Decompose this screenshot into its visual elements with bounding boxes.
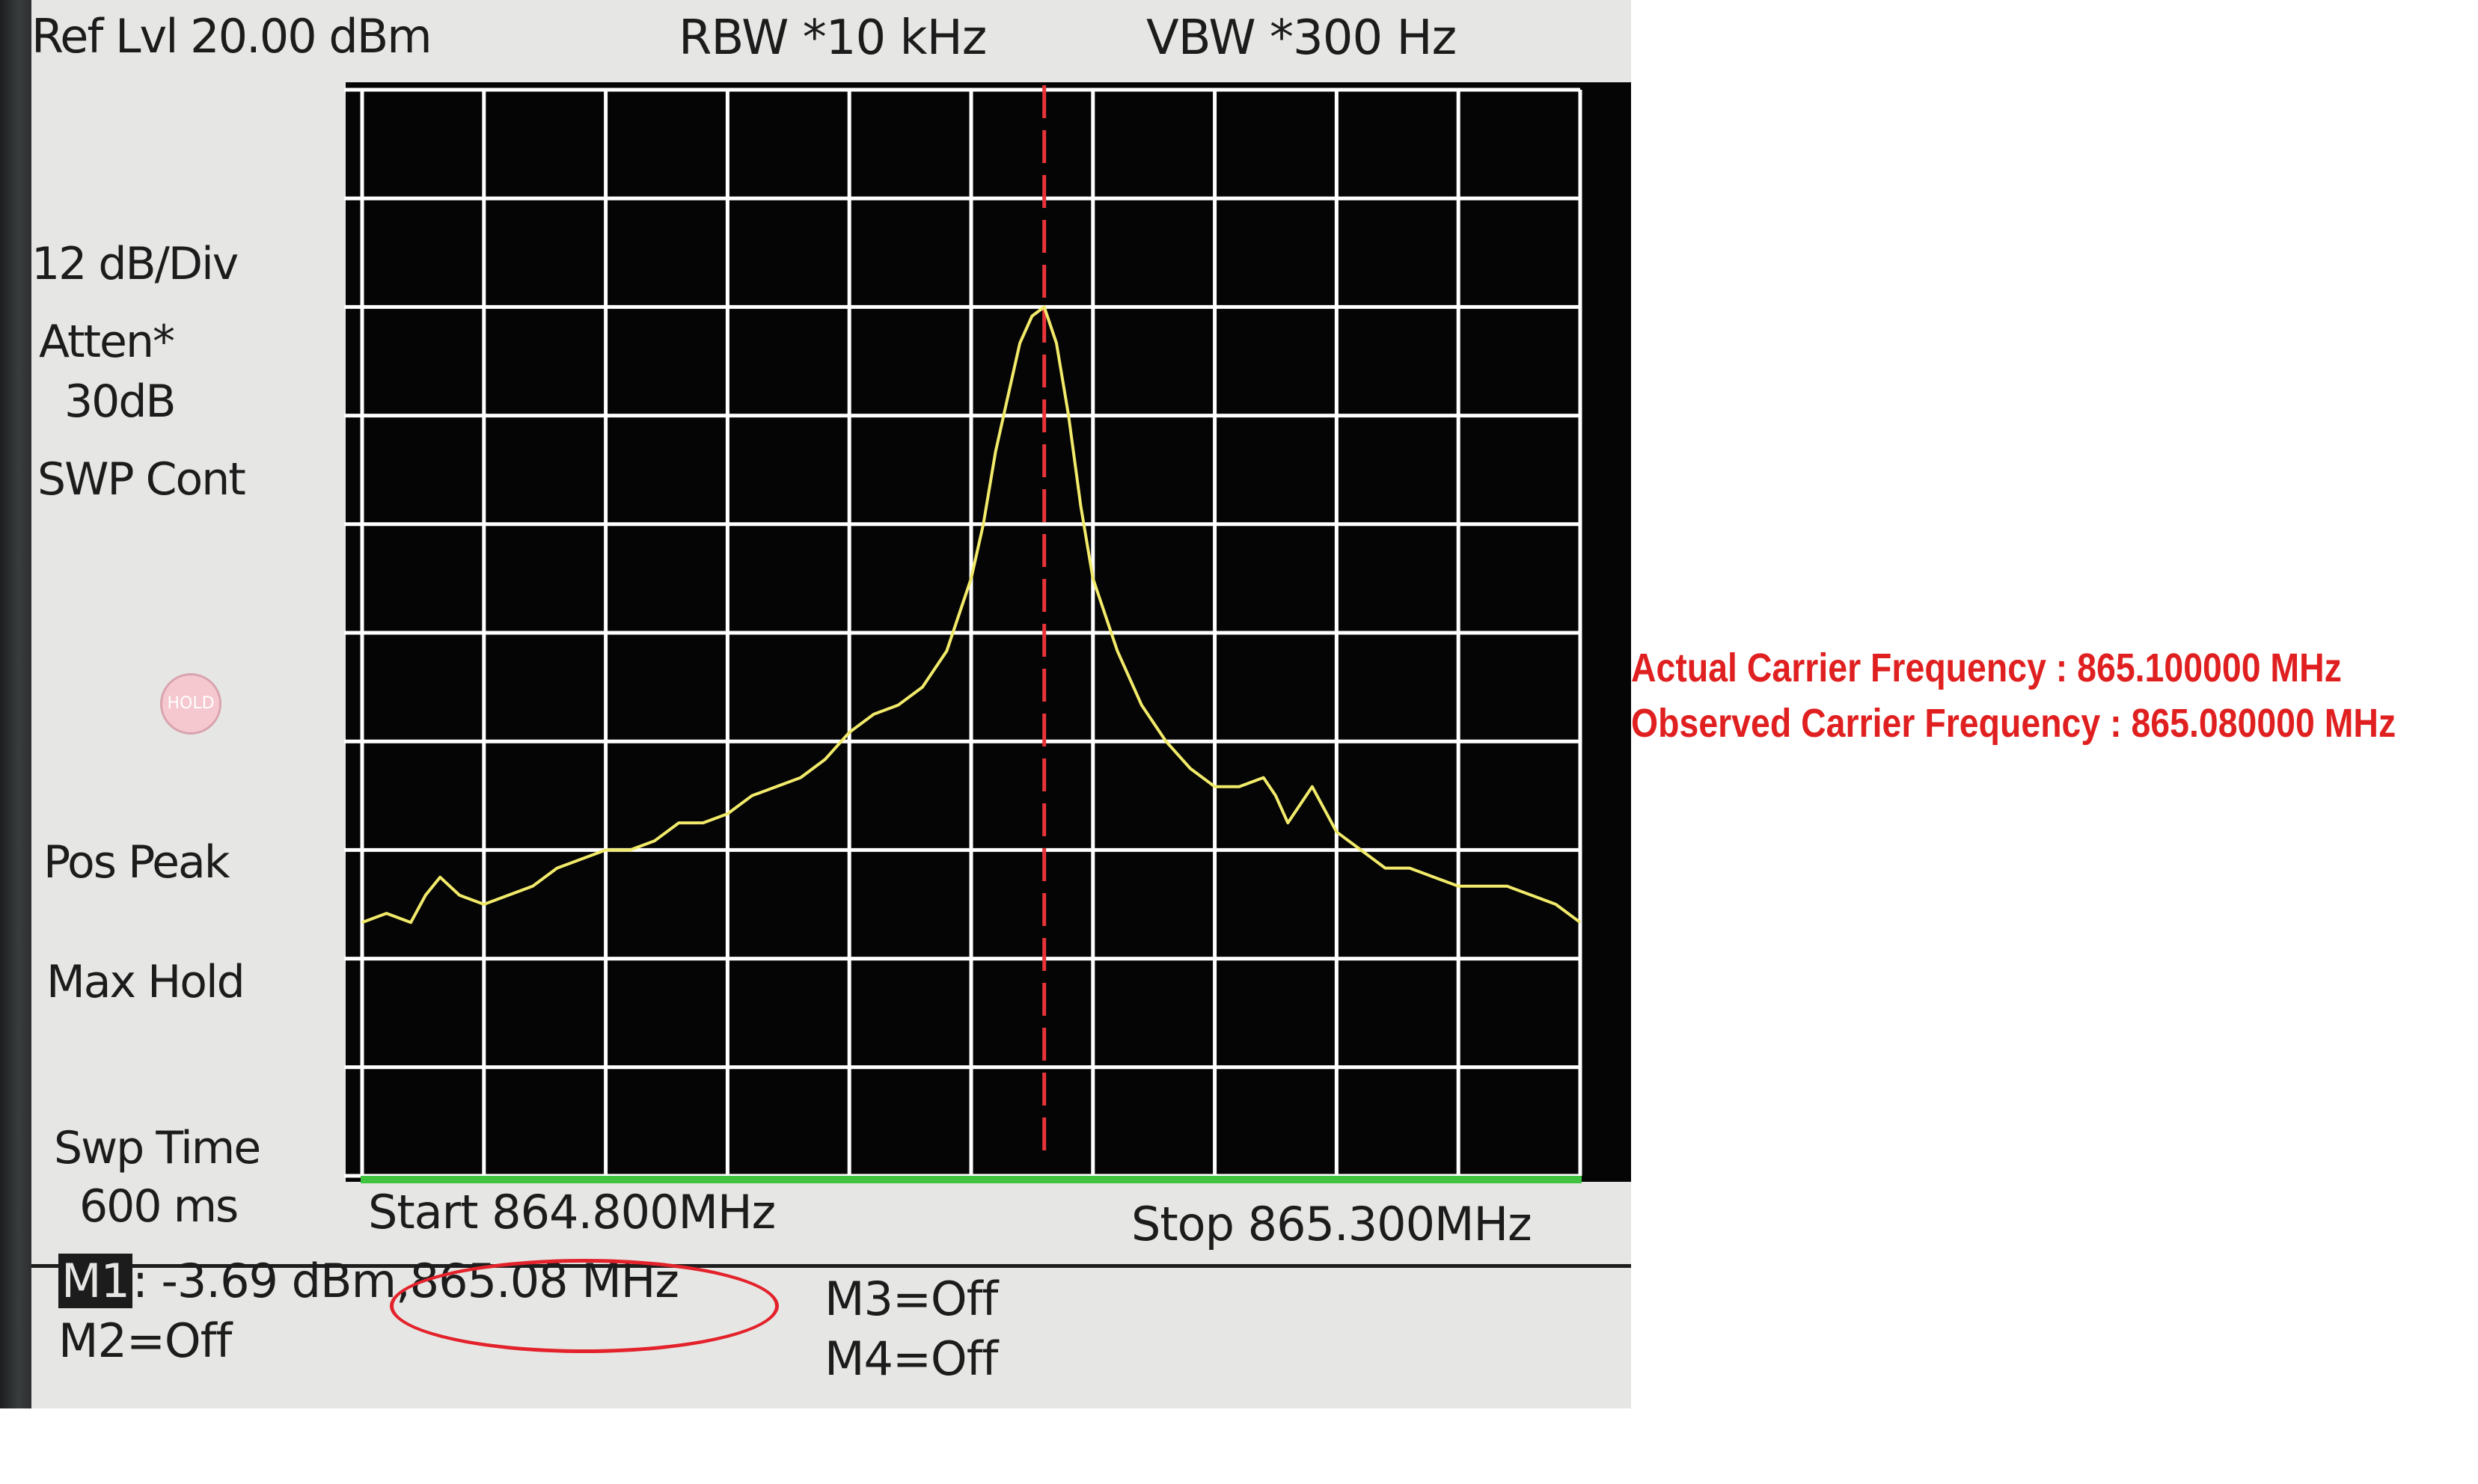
actual-carrier-frequency-note: Actual Carrier Frequency : 865.100000 MH… [1631, 646, 2342, 690]
m1-highlight-ellipse [390, 1259, 779, 1353]
marker-m2-status[interactable]: M2=Off [58, 1313, 232, 1368]
observed-carrier-frequency-note: Observed Carrier Frequency : 865.080000 … [1631, 701, 2396, 746]
hold-icon[interactable]: HOLD [160, 673, 221, 735]
atten-value: 30dB [64, 375, 177, 428]
swp-time-value: 600 ms [79, 1180, 239, 1233]
marker-m1-tag[interactable]: M1 [58, 1254, 132, 1308]
spectrum-trace [361, 305, 1582, 925]
marker-m4-status[interactable]: M4=Off [825, 1331, 998, 1386]
swp-time-label: Swp Time [54, 1122, 261, 1174]
spectrum-plot [344, 82, 1631, 1183]
footer-divider [31, 1264, 1631, 1268]
stop-frequency-label: Stop 865.300MHz [1131, 1197, 1532, 1251]
vbw-label: VBW *300 Hz [1146, 10, 1457, 66]
rbw-label: RBW *10 kHz [679, 10, 987, 66]
hold-badge-text: HOLD [167, 694, 215, 713]
scale-label: 12 dB/Div [31, 238, 239, 290]
analyzer-screen: Ref Lvl 20.00 dBm RBW *10 kHz VBW *300 H… [31, 0, 1631, 1408]
analyzer-photo: Ref Lvl 20.00 dBm RBW *10 kHz VBW *300 H… [0, 0, 1631, 1408]
trace-mode-label: Max Hold [46, 956, 245, 1008]
ref-level-label: Ref Lvl 20.00 dBm [31, 9, 432, 64]
marker-m3-status[interactable]: M3=Off [825, 1272, 998, 1326]
start-frequency-label: Start 864.800MHz [368, 1185, 776, 1239]
sweep-mode-label: SWP Cont [37, 453, 246, 506]
detector-label: Pos Peak [43, 836, 230, 889]
atten-label: Atten* [39, 316, 175, 368]
